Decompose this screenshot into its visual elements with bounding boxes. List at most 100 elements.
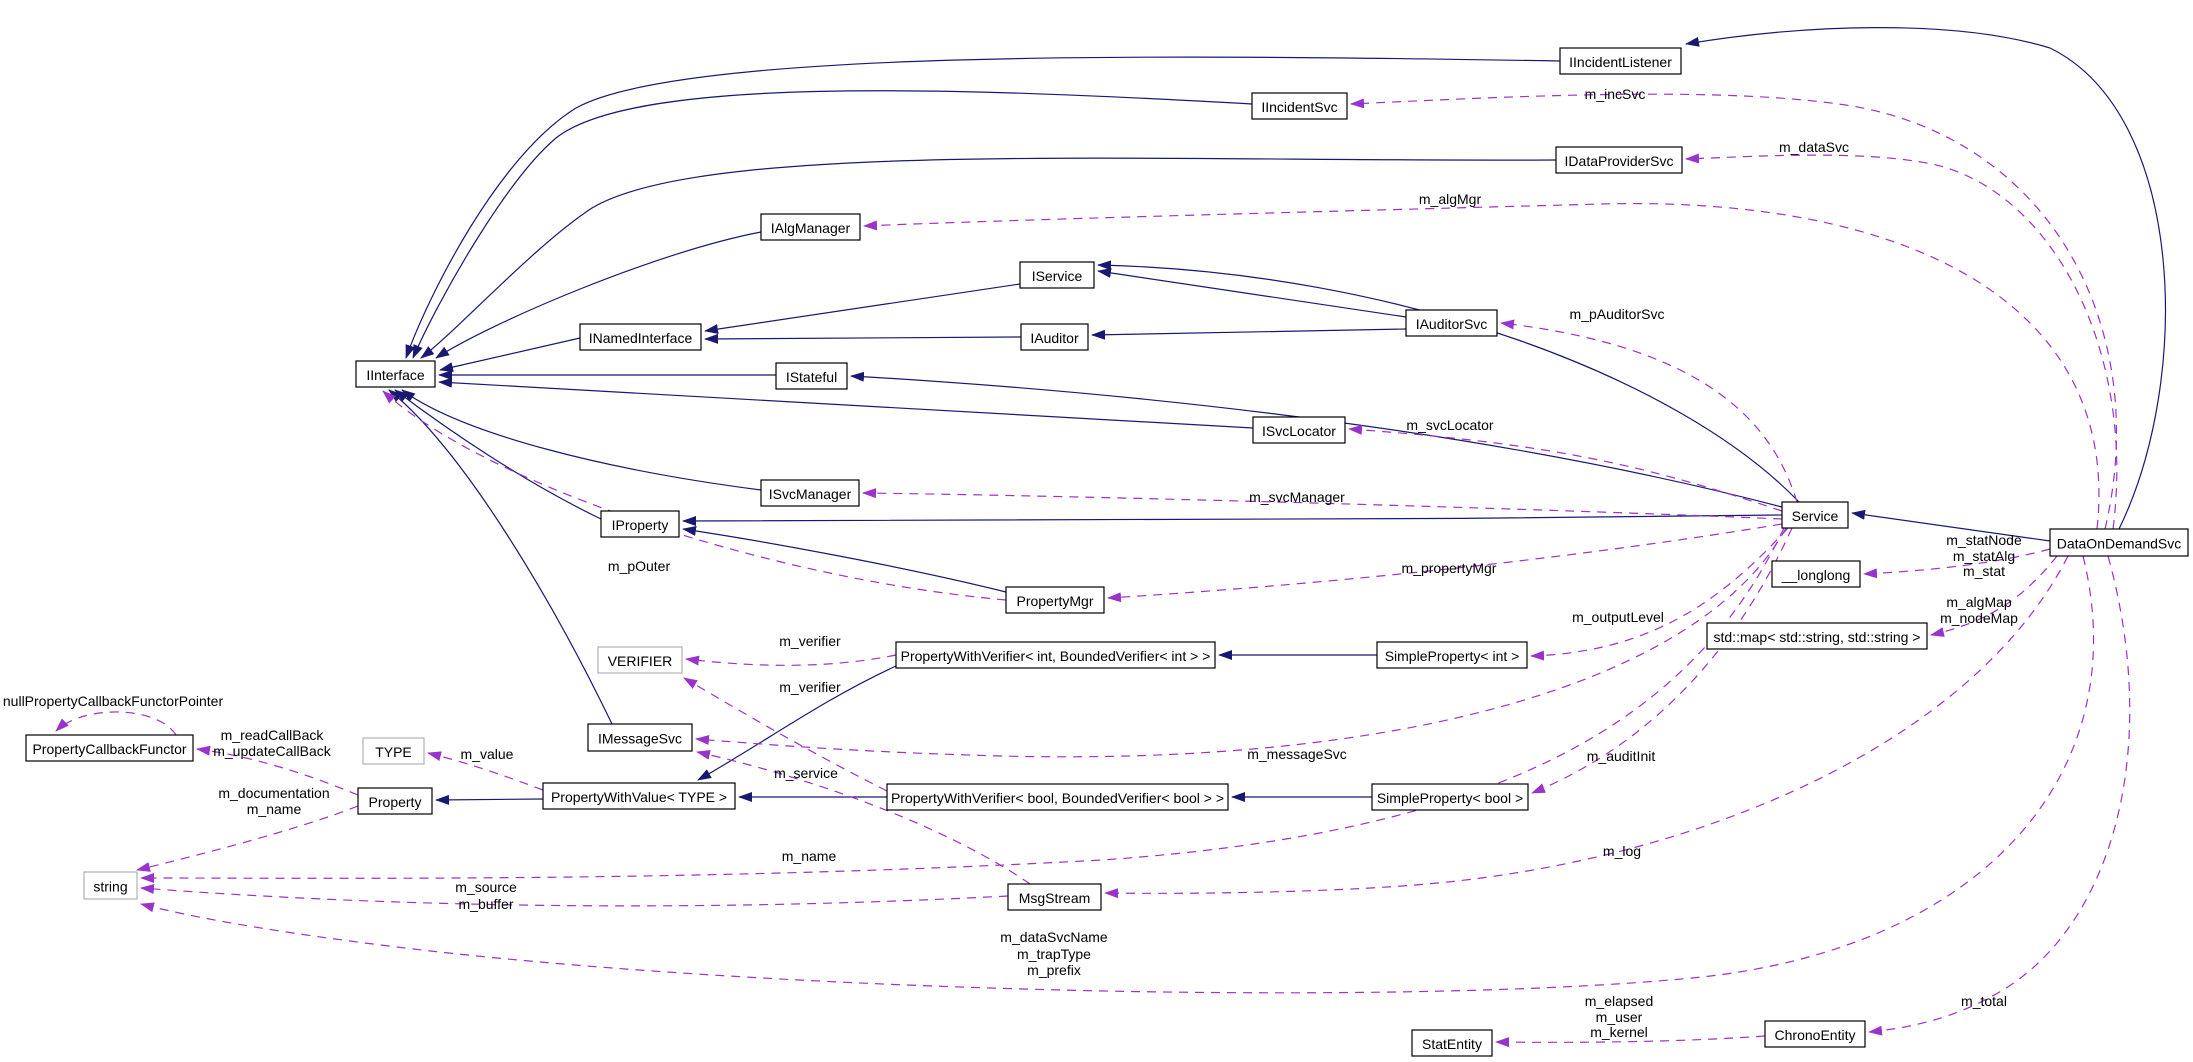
edge-Service-to-IStateful <box>850 371 1783 508</box>
edge-label-m_kernel: m_kernel <box>1590 1024 1648 1040</box>
node-box-IInterface[interactable] <box>355 360 436 388</box>
node-box-ISvcLocator[interactable] <box>1252 416 1346 444</box>
node-StatEntity[interactable]: StatEntity <box>1411 1029 1493 1057</box>
node-box-IAuditor[interactable] <box>1020 323 1089 351</box>
node-Service[interactable]: Service <box>1781 501 1849 529</box>
edge-label-m_source: m_source <box>455 879 517 895</box>
edge-m_pOuter <box>382 390 1007 601</box>
edge-m_pAuditorSvc <box>1500 319 1798 503</box>
node-box-ChronoEntity[interactable] <box>1764 1020 1866 1048</box>
node-box-IAlgManager[interactable] <box>760 213 861 241</box>
node-label-Property: Property <box>369 794 422 810</box>
edge-label-m_statAlg: m_statAlg <box>1953 548 2015 564</box>
node-PWVint[interactable]: PropertyWithVerifier< int, BoundedVerifi… <box>895 641 1216 669</box>
node-IIncidentListener[interactable]: IIncidentListener <box>1559 47 1682 75</box>
node-TYPE[interactable]: TYPE <box>362 737 425 765</box>
node-PWVbool[interactable]: PropertyWithVerifier< bool, BoundedVerif… <box>886 783 1229 811</box>
edge-label-m_elapsed: m_elapsed <box>1585 993 1654 1009</box>
node-box-PWVint[interactable] <box>895 641 1216 669</box>
node-box-INamedInterface[interactable] <box>579 323 702 351</box>
edges-layer <box>55 27 2167 1048</box>
node-SPbool[interactable]: SimpleProperty< bool > <box>1371 783 1529 811</box>
node-label-StatEntity: StatEntity <box>1422 1036 1482 1052</box>
node-box-string[interactable] <box>83 871 138 900</box>
node-box-Property[interactable] <box>357 787 433 815</box>
node-box-DataOnDemandSvc[interactable] <box>2049 528 2189 557</box>
node-IAlgManager[interactable]: IAlgManager <box>760 213 861 241</box>
node-label-PropertyCallbackFunctor: PropertyCallbackFunctor <box>32 741 186 757</box>
node-box-TYPE[interactable] <box>362 737 425 765</box>
node-INamedInterface[interactable]: INamedInterface <box>579 323 702 351</box>
node-ChronoEntity[interactable]: ChronoEntity <box>1764 1020 1866 1048</box>
node-box-__longlong[interactable] <box>1771 560 1861 588</box>
node-string[interactable]: string <box>83 871 138 900</box>
node-box-PropertyMgr[interactable] <box>1005 586 1105 614</box>
node-IAuditor[interactable]: IAuditor <box>1020 323 1089 351</box>
node-stdmap[interactable]: std::map< std::string, std::string > <box>1706 622 1928 650</box>
node-box-MsgStream[interactable] <box>1007 883 1102 911</box>
node-IDataProviderSvc[interactable]: IDataProviderSvc <box>1555 146 1683 174</box>
node-box-IStateful[interactable] <box>775 362 848 390</box>
edge-m_total <box>1868 555 2131 1036</box>
node-VERIFIER[interactable]: VERIFIER <box>597 646 683 674</box>
node-MsgStream[interactable]: MsgStream <box>1007 883 1102 911</box>
node-IIncidentSvc[interactable]: IIncidentSvc <box>1251 92 1348 120</box>
edge-ISvcLocator-to-IInterface <box>438 377 1254 429</box>
node-label-IProperty: IProperty <box>612 517 669 533</box>
nodes-layer: IIncidentListener IIncidentSvc IDataProvid… <box>25 47 2189 1057</box>
node-box-SPint[interactable] <box>1376 641 1528 669</box>
edge-label-m_pAuditorSvc: m_pAuditorSvc <box>1570 306 1665 322</box>
node-ISvcManager[interactable]: ISvcManager <box>760 479 860 507</box>
node-box-IMessageSvc[interactable] <box>587 723 693 752</box>
node-box-ISvcManager[interactable] <box>760 479 860 507</box>
edge-labels-layer: m_incSvc m_dataSvc m_algMgr m_pAuditorSvc m_… <box>3 86 2022 1040</box>
node-IMessageSvc[interactable]: IMessageSvc <box>587 723 693 752</box>
node-box-PropertyCallbackFunctor[interactable] <box>25 734 194 762</box>
node-box-IDataProviderSvc[interactable] <box>1555 146 1683 174</box>
node-box-StatEntity[interactable] <box>1411 1029 1493 1057</box>
edge-IMessageSvc-to-IInterface <box>388 389 613 725</box>
node-box-IAuditorSvc[interactable] <box>1405 309 1498 337</box>
node-PropertyCallbackFunctor[interactable]: PropertyCallbackFunctor <box>25 734 194 762</box>
node-IInterface[interactable]: IInterface <box>355 360 436 388</box>
edge-ISvcManager-to-IInterface <box>401 389 762 491</box>
edge-PWVint-to-PropertyWithValue <box>697 665 897 781</box>
edge-label-m_algMgr: m_algMgr <box>1419 191 1482 207</box>
edge-IProperty-to-IInterface <box>394 389 602 520</box>
edge-IAuditor-to-INamedInterface <box>704 333 1022 344</box>
edge-label-m_service: m_service <box>774 765 838 781</box>
node-IStateful[interactable]: IStateful <box>775 362 848 390</box>
node-PropertyWithValue[interactable]: PropertyWithValue< TYPE > <box>542 782 736 810</box>
node-label-TYPE: TYPE <box>375 744 412 760</box>
node-label-IStateful: IStateful <box>786 369 837 385</box>
node-IAuditorSvc[interactable]: IAuditorSvc <box>1405 309 1498 337</box>
node-box-SPbool[interactable] <box>1371 783 1529 811</box>
node-Property[interactable]: Property <box>357 787 433 815</box>
node-box-IIncidentSvc[interactable] <box>1251 92 1348 120</box>
node-box-IService[interactable] <box>1019 261 1095 289</box>
node-box-stdmap[interactable] <box>1706 622 1928 650</box>
node-box-PWVbool[interactable] <box>886 783 1229 811</box>
node-IProperty[interactable]: IProperty <box>600 510 680 538</box>
node-DataOnDemandSvc[interactable]: DataOnDemandSvc <box>2049 528 2189 557</box>
edge-label-m_algMap: m_algMap <box>1946 594 2012 610</box>
node-box-PropertyWithValue[interactable] <box>542 782 736 810</box>
node-box-IIncidentListener[interactable] <box>1559 47 1682 75</box>
edge-label-nullPropertyCallbackFunctorPointer: nullPropertyCallbackFunctorPointer <box>3 693 224 709</box>
node-box-IProperty[interactable] <box>600 510 680 538</box>
edge-Service-to-IProperty <box>682 514 1783 527</box>
edge-m_svcLocator <box>1348 424 1783 512</box>
node-__longlong[interactable]: __longlong <box>1771 560 1861 588</box>
edge-m_incSvc <box>1350 93 2118 530</box>
edge-label-m_dataSvcName: m_dataSvcName <box>1000 929 1108 945</box>
node-ISvcLocator[interactable]: ISvcLocator <box>1252 416 1346 444</box>
node-IService[interactable]: IService <box>1019 261 1095 289</box>
edge-m_chrono-group <box>1495 1035 1766 1048</box>
node-label-IAuditorSvc: IAuditorSvc <box>1416 316 1488 332</box>
node-SPint[interactable]: SimpleProperty< int > <box>1376 641 1528 669</box>
node-PropertyMgr[interactable]: PropertyMgr <box>1005 586 1105 614</box>
edge-label-m_total: m_total <box>1961 993 2007 1009</box>
edge-m_algMgr <box>863 202 2100 530</box>
node-box-VERIFIER[interactable] <box>597 646 683 674</box>
node-box-Service[interactable] <box>1781 501 1849 529</box>
